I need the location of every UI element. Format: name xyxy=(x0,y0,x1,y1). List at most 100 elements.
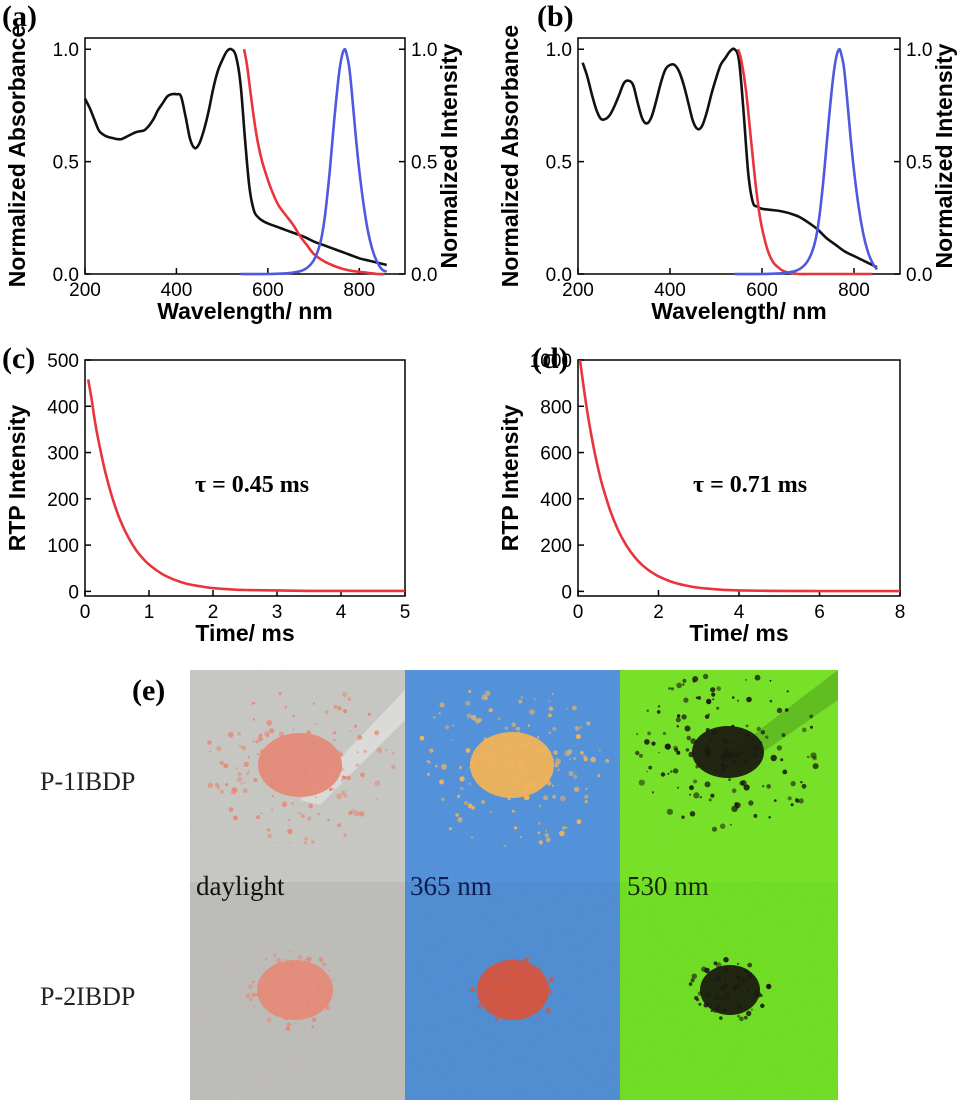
powder-daylight-p1-grain xyxy=(243,788,248,794)
powder-daylight-p1-grain xyxy=(359,811,365,817)
powder-uv-p2-grain xyxy=(508,1002,515,1008)
powder-daylight-p1-grain xyxy=(360,772,365,778)
powder-green-p2-grain xyxy=(723,970,727,973)
powder-daylight-p1-grain xyxy=(303,771,306,774)
powder-daylight-p2-grain xyxy=(291,988,296,993)
powder-uv-p1-grain xyxy=(590,756,596,763)
powder-uv-p1-grain xyxy=(489,753,493,757)
powder-green-p1-grain xyxy=(690,738,696,744)
powder-daylight-p1-grain xyxy=(320,774,323,777)
powder-uv-p1-grain xyxy=(483,737,488,741)
powder-uv-p1-grain xyxy=(457,794,461,798)
powder-green-p1-grain xyxy=(725,764,729,769)
powder-green-p2-grain xyxy=(724,992,727,995)
powder-daylight-p2-grain xyxy=(322,962,326,967)
powder-uv-p2-grain xyxy=(502,1010,507,1015)
powder-green-p1-grain xyxy=(720,823,726,829)
powder-green-p1-grain xyxy=(739,780,745,786)
powder-green-p1-grain xyxy=(667,772,670,775)
powder-uv-p1-grain xyxy=(548,713,552,718)
powder-uv-p2-grain xyxy=(504,959,508,962)
powder-green-p1-grain xyxy=(716,686,721,691)
powder-uv-p1-grain xyxy=(468,766,471,769)
powder-uv-p1-grain xyxy=(530,759,534,763)
powder-uv-p2-grain xyxy=(538,989,542,993)
powder-uv-p1-grain xyxy=(455,813,459,817)
powder-uv-p1-grain xyxy=(439,702,445,708)
powder-green-p1-grain xyxy=(682,683,685,686)
powder-uv-p1-grain xyxy=(508,737,514,743)
powder-daylight-p1-grain xyxy=(255,740,259,744)
powder-daylight-p2-grain xyxy=(311,967,316,973)
powder-green-p1-grain xyxy=(692,676,699,682)
powder-green-p1-grain xyxy=(689,793,691,796)
powder-green-p2-grain xyxy=(704,967,710,974)
powder-green-p2-grain xyxy=(703,1002,709,1008)
powder-daylight-p1-grain xyxy=(304,744,308,747)
powder-green-p1-grain xyxy=(731,696,735,699)
powder-green-p1-grain xyxy=(662,731,667,736)
powder-uv-p1-grain xyxy=(466,713,472,719)
row-label-p1ibdp: P-1IBDP xyxy=(40,767,135,796)
powder-uv-p2-grain xyxy=(511,979,515,983)
powder-green-p2-grain xyxy=(744,998,747,1001)
powder-uv-p2-grain xyxy=(520,970,525,975)
powder-daylight-p1-grain xyxy=(320,784,324,789)
powder-uv-p1-grain xyxy=(507,749,510,752)
powder-uv-p1-grain xyxy=(506,744,512,750)
powder-green-p1-grain xyxy=(651,791,655,794)
powder-uv-p1-grain xyxy=(575,734,581,740)
powder-daylight-p1-grain xyxy=(243,761,249,768)
powder-green-p1-grain xyxy=(699,796,702,799)
powder-uv-p2-grain xyxy=(530,983,534,986)
powder-green-p1-grain xyxy=(646,770,648,773)
powder-daylight-p1-grain xyxy=(332,774,337,778)
powder-uv-p1-grain xyxy=(536,758,541,763)
powder-daylight-p1-grain xyxy=(312,702,315,705)
powder-uv-p1-grain xyxy=(517,731,520,734)
powder-daylight-p1-grain xyxy=(336,793,342,800)
powder-green-p1-grain xyxy=(712,698,715,701)
y-tick-label-a: 0.0 xyxy=(53,265,79,286)
powder-green-p2-core xyxy=(700,965,760,1015)
powder-uv-p1-grain xyxy=(536,747,542,753)
powder-daylight-p1-grain xyxy=(342,709,348,714)
powder-uv-p2-grain xyxy=(544,981,548,984)
powder-uv-p1-grain xyxy=(511,722,516,727)
powder-uv-p1-grain xyxy=(529,772,533,775)
powder-green-p1-grain xyxy=(795,798,799,802)
powder-uv-p1-grain xyxy=(481,694,487,701)
powder-uv-p1-grain xyxy=(565,707,568,710)
powder-daylight-p1-grain xyxy=(324,710,329,715)
powder-uv-p2-grain xyxy=(508,984,513,989)
x-tick-label-d: 6 xyxy=(814,602,825,623)
powder-green-p1-grain xyxy=(647,731,651,736)
powder-uv-p1-grain xyxy=(561,826,566,830)
powder-daylight-p1-grain xyxy=(223,763,229,769)
powder-uv-p1-grain xyxy=(529,709,535,715)
powder-green-p2-grain xyxy=(724,966,728,969)
powder-daylight-p2-grain xyxy=(284,1016,289,1021)
powder-uv-p1-grain xyxy=(511,809,515,813)
powder-daylight-p1-grain xyxy=(323,765,328,771)
powder-green-p1-grain xyxy=(707,750,709,753)
panel-b-absorbance-emission: 200 400 600 8000.00.51.00.00.51.0Normalized… xyxy=(497,0,957,324)
powder-daylight-p2-grain xyxy=(266,986,272,991)
powder-green-p1-grain xyxy=(753,813,758,818)
powder-daylight-p2-grain xyxy=(318,957,324,963)
powder-daylight-p1-grain xyxy=(298,762,301,765)
powder-green-p1-grain xyxy=(784,708,789,712)
powder-uv-p2-grain xyxy=(522,959,526,963)
powder-daylight-p1-grain xyxy=(228,807,234,812)
powder-daylight-p2-grain xyxy=(253,1005,256,1008)
powder-daylight-p2-grain xyxy=(295,1012,302,1019)
powder-green-p2-grain xyxy=(753,993,757,997)
powder-daylight-p1-grain xyxy=(287,828,293,835)
powder-uv-p1-grain xyxy=(467,803,473,809)
powder-uv-p1-grain xyxy=(523,769,529,776)
powder-daylight-p1-grain xyxy=(277,751,283,756)
powder-uv-p2-grain xyxy=(483,992,486,995)
powder-uv-p1-grain xyxy=(543,795,549,801)
powder-green-p1-grain xyxy=(729,823,732,826)
panel-label-d: (d) xyxy=(532,342,569,375)
